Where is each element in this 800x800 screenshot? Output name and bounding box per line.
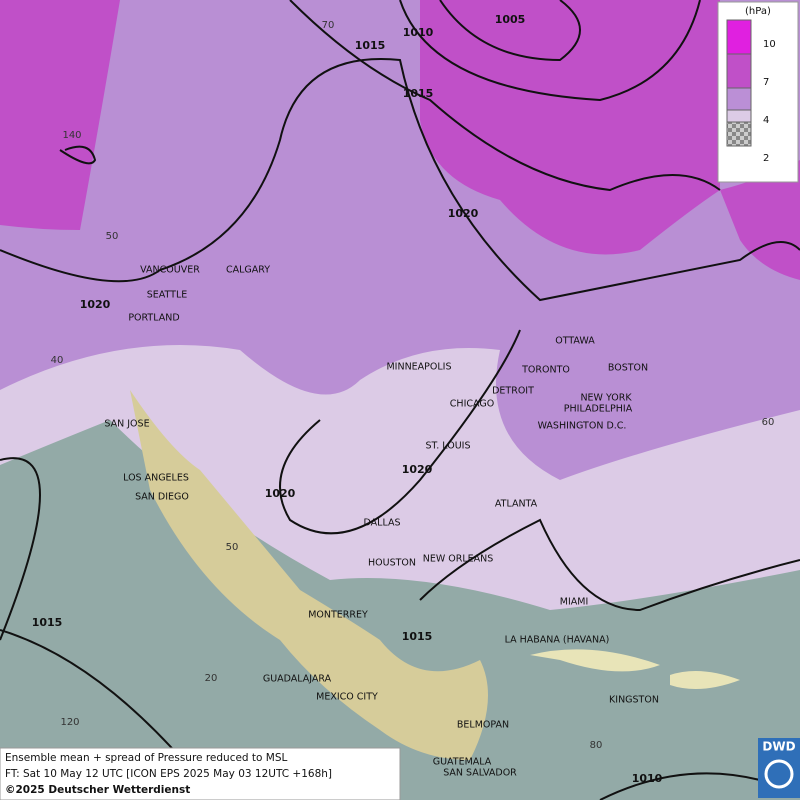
legend-swatch bbox=[726, 109, 752, 123]
isobar-label: 1015 bbox=[355, 39, 386, 52]
graticule-label: 50 bbox=[226, 542, 239, 553]
isobar-label: 1010 bbox=[403, 26, 434, 39]
spread-high bbox=[420, 0, 720, 255]
graticule-label: 40 bbox=[51, 355, 64, 366]
city-label: NEW ORLEANS bbox=[423, 554, 494, 565]
city-label: ATLANTA bbox=[495, 499, 538, 510]
city-label: SAN JOSE bbox=[104, 419, 149, 430]
caption-line: Ensemble mean + spread of Pressure reduc… bbox=[5, 752, 288, 764]
city-label: TORONTO bbox=[521, 365, 570, 376]
isobar-label: 1005 bbox=[495, 13, 526, 26]
caption-line: FT: Sat 10 May 12 UTC [ICON EPS 2025 May… bbox=[5, 768, 332, 780]
legend-swatch bbox=[726, 53, 752, 89]
city-label: HOUSTON bbox=[368, 558, 416, 569]
city-label: PORTLAND bbox=[128, 313, 179, 324]
isobar-label: 1020 bbox=[448, 207, 479, 220]
city-label: SAN DIEGO bbox=[135, 492, 189, 503]
spread-high bbox=[0, 0, 120, 230]
graticule-label: 80 bbox=[590, 740, 603, 751]
caption-box bbox=[0, 747, 401, 800]
graticule-label: 50 bbox=[106, 231, 119, 242]
isobar-label: 1015 bbox=[32, 616, 63, 629]
city-label: DETROIT bbox=[492, 386, 534, 397]
city-label: SEATTLE bbox=[147, 290, 188, 301]
legend-label: 10 bbox=[763, 39, 776, 50]
city-label: OTTAWA bbox=[555, 336, 595, 347]
city-label: DALLAS bbox=[364, 518, 401, 529]
city-label: VANCOUVER bbox=[140, 265, 200, 276]
land-mexico bbox=[130, 390, 488, 760]
isobar-label: 1020 bbox=[265, 487, 296, 500]
city-label: PHILADELPHIA bbox=[564, 404, 633, 415]
caption-line: ©2025 Deutscher Wetterdienst bbox=[5, 784, 190, 796]
legend-label: 4 bbox=[763, 115, 769, 126]
city-label: MIAMI bbox=[560, 597, 589, 608]
graticule-label: 60 bbox=[762, 417, 775, 428]
city-label: GUADALAJARA bbox=[263, 674, 332, 685]
city-label: SAN SALVADOR bbox=[443, 768, 517, 779]
legend-swatch bbox=[726, 121, 752, 147]
city-label: CALGARY bbox=[226, 265, 270, 276]
isobar-label: 1020 bbox=[402, 463, 433, 476]
city-label: WASHINGTON D.C. bbox=[538, 421, 627, 432]
city-label: MINNEAPOLIS bbox=[386, 362, 451, 373]
city-label: GUATEMALA bbox=[433, 757, 492, 768]
isobar-label: 1010 bbox=[632, 772, 663, 785]
logo-swirl bbox=[764, 759, 794, 789]
graticule-label: 120 bbox=[60, 717, 79, 728]
city-label: NEW YORK bbox=[580, 393, 632, 404]
graticule-label: 70 bbox=[322, 20, 335, 31]
land-islands bbox=[530, 649, 740, 689]
logo-text: DWD bbox=[762, 740, 795, 754]
city-label: BOSTON bbox=[608, 363, 648, 374]
isobar-label: 1015 bbox=[403, 87, 434, 100]
city-label: LA HABANA (HAVANA) bbox=[505, 635, 610, 646]
city-label: LOS ANGELES bbox=[123, 473, 189, 484]
city-label: KINGSTON bbox=[609, 695, 659, 706]
city-label: CHICAGO bbox=[450, 399, 494, 410]
spread-high bbox=[720, 160, 800, 280]
city-label: MONTERREY bbox=[308, 610, 368, 621]
city-label: MEXICO CITY bbox=[316, 692, 378, 703]
legend-label: 7 bbox=[763, 77, 769, 88]
city-label: ST. LOUIS bbox=[426, 441, 471, 452]
graticule-label: 140 bbox=[62, 130, 81, 141]
legend-swatch bbox=[726, 19, 752, 55]
legend-unit: (hPa) bbox=[745, 6, 771, 17]
graticule-label: 20 bbox=[205, 673, 218, 684]
isobar-label: 1020 bbox=[80, 298, 111, 311]
city-label: BELMOPAN bbox=[457, 720, 509, 731]
legend-label: 2 bbox=[763, 153, 769, 164]
isobar-label: 1015 bbox=[402, 630, 433, 643]
